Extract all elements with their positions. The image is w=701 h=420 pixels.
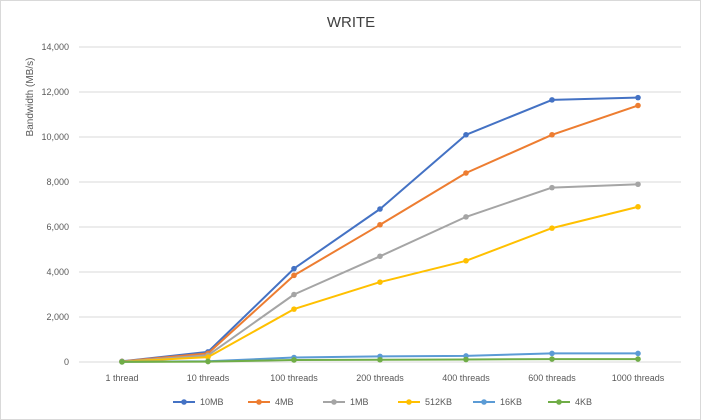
- legend-marker: [256, 399, 262, 405]
- data-point: [377, 221, 383, 228]
- legend-label: 512KB: [425, 397, 452, 407]
- x-tick-labels: 1 thread 10 threads 100 threads 200 threads…: [105, 373, 664, 383]
- data-point: [377, 356, 383, 363]
- data-point: [377, 206, 383, 212]
- x-tick-label: 1 thread: [105, 373, 138, 383]
- y-axis-label: Bandwidth (MB/s): [25, 58, 36, 137]
- data-point: [635, 102, 641, 109]
- y-tick-label: 8,000: [46, 177, 69, 187]
- series-line: [121, 104, 639, 363]
- y-tick-labels: 0 2,000 4,000 6,000 8,000 10,000 12,000 14,000: [41, 42, 69, 367]
- x-tick-label: 100 threads: [270, 373, 318, 383]
- y-tick-label: 0: [64, 357, 69, 367]
- data-point: [463, 356, 469, 363]
- data-point: [635, 350, 641, 357]
- series-512kb: [119, 203, 641, 365]
- data-point: [291, 265, 297, 272]
- legend-item: 512KB: [398, 397, 452, 407]
- y-tick-label: 10,000: [41, 132, 69, 142]
- y-tick-label: 14,000: [41, 42, 69, 52]
- x-tick-label: 200 threads: [356, 373, 404, 383]
- data-point: [119, 359, 125, 365]
- data-point: [463, 170, 469, 176]
- x-tick-label: 10 threads: [187, 373, 230, 383]
- legend-marker: [556, 399, 562, 405]
- y-tick-label: 6,000: [46, 222, 69, 232]
- data-point: [549, 184, 555, 191]
- data-point: [549, 97, 555, 103]
- legend-item: 1MB: [323, 397, 369, 407]
- chart-title: WRITE: [327, 14, 375, 31]
- data-point: [635, 203, 641, 210]
- y-tick-label: 4,000: [46, 267, 69, 277]
- data-point: [463, 257, 469, 264]
- data-point: [549, 356, 555, 362]
- series-4kb: [119, 356, 641, 365]
- data-point: [463, 214, 469, 220]
- data-point: [549, 350, 555, 357]
- series-4mb: [119, 102, 641, 365]
- series-10mb: [119, 94, 641, 365]
- legend-label: 16KB: [500, 397, 522, 407]
- series-group: [119, 94, 641, 365]
- legend-item: 16KB: [473, 397, 522, 407]
- data-point: [549, 131, 555, 138]
- legend-item: 10MB: [173, 397, 224, 407]
- legend: 10MB 4MB 1MB 512KB 16KB 4KB: [173, 397, 592, 407]
- x-tick-label: 600 threads: [528, 373, 576, 383]
- data-point: [291, 306, 297, 312]
- x-tick-label: 1000 threads: [612, 373, 665, 383]
- data-point: [377, 279, 383, 285]
- legend-label: 4MB: [275, 397, 294, 407]
- legend-marker: [181, 399, 187, 405]
- data-point: [463, 131, 469, 138]
- legend-label: 10MB: [200, 397, 224, 407]
- legend-marker: [481, 399, 487, 405]
- data-point: [205, 354, 211, 360]
- x-tick-label: 400 threads: [442, 373, 490, 383]
- legend-marker: [406, 399, 412, 405]
- data-point: [635, 181, 641, 188]
- data-point: [635, 94, 641, 101]
- data-point: [291, 291, 297, 298]
- y-tick-label: 2,000: [46, 312, 69, 322]
- data-point: [377, 253, 383, 260]
- data-point: [549, 225, 555, 231]
- legend-marker: [331, 399, 337, 405]
- y-tick-label: 12,000: [41, 87, 69, 97]
- data-point: [635, 356, 641, 362]
- legend-item: 4KB: [548, 397, 592, 407]
- data-point: [291, 272, 297, 279]
- legend-label: 1MB: [350, 397, 369, 407]
- gridlines: [79, 46, 681, 363]
- legend-item: 4MB: [248, 397, 294, 407]
- data-point: [291, 357, 297, 363]
- data-point: [205, 358, 211, 365]
- legend-label: 4KB: [575, 397, 592, 407]
